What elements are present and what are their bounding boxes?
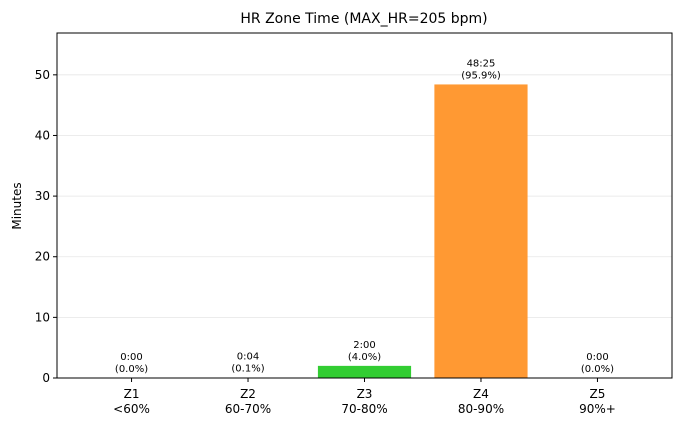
chart-title: HR Zone Time (MAX_HR=205 bpm) — [240, 11, 487, 27]
x-tick-label-line: Z4 — [473, 387, 489, 401]
x-tick-label-line: Z5 — [590, 387, 606, 401]
y-tick-label: 30 — [35, 189, 50, 203]
x-tick-label: Z4 80-90% — [458, 387, 504, 416]
x-tick-label-line: 90%+ — [579, 402, 616, 416]
value-label-line: (4.0%) — [348, 352, 381, 363]
y-tick-label: 50 — [35, 68, 50, 82]
y-tick-label: 10 — [35, 310, 50, 324]
value-label-line: 0:00 — [120, 352, 142, 363]
value-label: 0:04 (0.1%) — [231, 352, 264, 375]
x-tick-label-line: 80-90% — [458, 402, 504, 416]
value-label-line: 0:00 — [586, 352, 608, 363]
x-tick-label: Z3 70-80% — [341, 387, 387, 416]
value-label-line: 0:04 — [237, 352, 259, 363]
bar — [317, 365, 412, 378]
x-tick-label: Z2 60-70% — [225, 387, 271, 416]
x-tick-label: Z5 90%+ — [579, 387, 616, 416]
value-label-line: 48:25 — [467, 58, 496, 69]
x-tick-label-line: 60-70% — [225, 402, 271, 416]
y-tick-label: 40 — [35, 128, 50, 142]
value-label-line: (0.0%) — [115, 364, 148, 375]
x-tick-label-line: Z1 — [124, 387, 140, 401]
plot-frame — [56, 32, 673, 379]
value-label: 2:00 (4.0%) — [348, 340, 381, 363]
x-tick-label-line: Z3 — [357, 387, 373, 401]
y-tick-label: 0 — [42, 371, 50, 385]
y-axis-label: Minutes — [10, 182, 24, 229]
value-label: 0:00 (0.0%) — [115, 352, 148, 375]
bar — [434, 84, 528, 379]
value-label: 0:00 (0.0%) — [581, 352, 614, 375]
value-label-line: (95.9%) — [461, 70, 501, 81]
value-label-line: 2:00 — [353, 340, 375, 351]
value-label-line: (0.0%) — [581, 364, 614, 375]
x-tick-label-line: Z2 — [240, 387, 256, 401]
value-label: 48:25 (95.9%) — [461, 58, 501, 81]
x-tick-label: Z1 <60% — [113, 387, 150, 416]
value-label-line: (0.1%) — [231, 364, 264, 375]
x-tick-label-line: 70-80% — [341, 402, 387, 416]
y-tick-label: 20 — [35, 250, 50, 264]
x-tick-label-line: <60% — [113, 402, 150, 416]
